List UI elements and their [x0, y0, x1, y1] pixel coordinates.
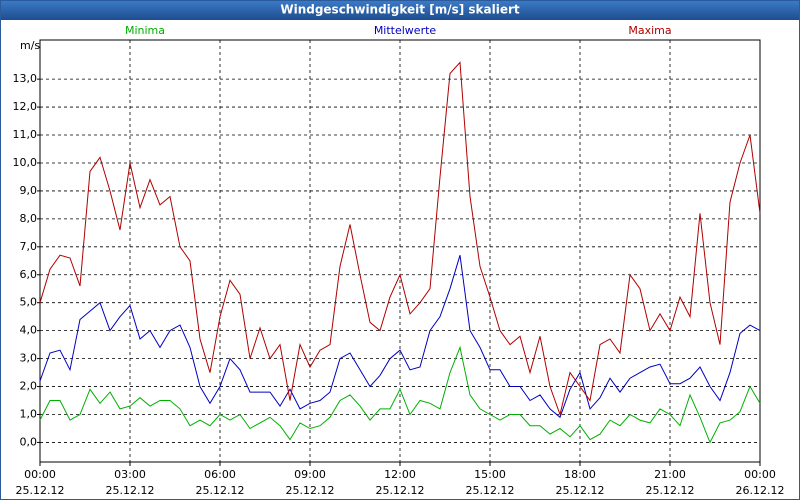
x-tick-label: 00:00: [24, 468, 56, 481]
x-tick-date: 25.12.12: [466, 484, 515, 497]
x-tick-label: 12:00: [384, 468, 416, 481]
data-line: [39, 255, 761, 419]
legend-entry: Mittelwerte: [374, 24, 437, 37]
y-tick-label: 1,0: [20, 407, 38, 420]
x-tick-date: 25.12.12: [556, 484, 605, 497]
x-tick-date: 25.12.12: [106, 484, 155, 497]
y-tick-label: 3,0: [20, 352, 38, 365]
data-line: [39, 345, 761, 444]
y-tick-label: 12,0: [13, 100, 38, 113]
x-tick-date: 25.12.12: [286, 484, 335, 497]
x-tick-label: 00:00: [744, 468, 776, 481]
legend-entry: Maxima: [628, 24, 671, 37]
y-tick-label: 7,0: [20, 240, 38, 253]
y-tick-label: 5,0: [20, 296, 38, 309]
title-bar: [0, 0, 800, 20]
y-tick-label: 6,0: [20, 268, 38, 281]
x-tick-date: 25.12.12: [376, 484, 425, 497]
x-tick-label: 18:00: [564, 468, 596, 481]
x-tick-label: 09:00: [294, 468, 326, 481]
y-tick-label: 8,0: [20, 212, 38, 225]
x-tick-date: 25.12.12: [646, 484, 695, 497]
y-tick-label: 4,0: [20, 324, 38, 337]
y-axis-label: m/s: [20, 39, 40, 52]
chart-title: Windgeschwindigkeit [m/s] skaliert: [280, 3, 520, 17]
x-tick-label: 06:00: [204, 468, 236, 481]
legend-entry: Minima: [125, 24, 165, 37]
x-tick-label: 03:00: [114, 468, 146, 481]
y-tick-label: 9,0: [20, 184, 38, 197]
y-tick-label: 2,0: [20, 380, 38, 393]
x-tick-label: 15:00: [474, 468, 506, 481]
x-tick-date: 25.12.12: [196, 484, 245, 497]
y-tick-label: 10,0: [13, 156, 38, 169]
y-tick-label: 11,0: [13, 128, 38, 141]
y-tick-label: 0,0: [20, 435, 38, 448]
x-tick-date: 25.12.12: [16, 484, 65, 497]
y-tick-label: 13,0: [13, 72, 38, 85]
x-tick-date: 26.12.12: [736, 484, 785, 497]
data-line: [39, 61, 761, 417]
x-tick-label: 21:00: [654, 468, 686, 481]
